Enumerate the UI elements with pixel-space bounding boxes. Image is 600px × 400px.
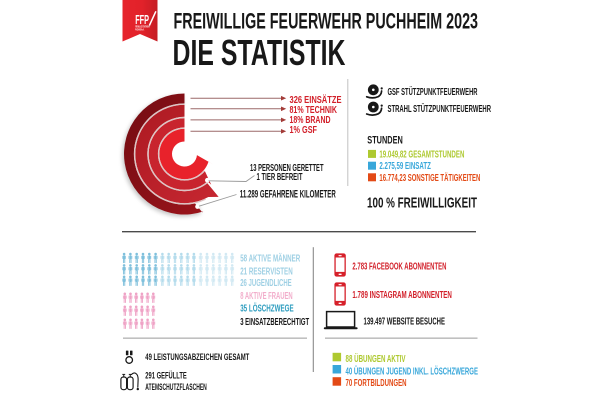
svg-text:PUCHHEIM e.V.: PUCHHEIM e.V. (135, 27, 144, 31)
svg-text:2.275,59 EINSATZ: 2.275,59 EINSATZ (379, 161, 431, 172)
svg-text:GSF STÜTZPUNKTFEUERWEHR: GSF STÜTZPUNKTFEUERWEHR (388, 85, 478, 98)
svg-text:ATEMSCHUTZFLASCHEN: ATEMSCHUTZFLASCHEN (145, 382, 207, 392)
svg-text:70 FORTBILDUNGEN: 70 FORTBILDUNGEN (346, 378, 407, 389)
svg-text:DIE STATISTIK: DIE STATISTIK (173, 32, 346, 73)
svg-text:13 PERSONEN GERETTET: 13 PERSONEN GERETTET (250, 163, 324, 174)
svg-text:40 ÜBUNGEN JUGEND INKL. LÖSCHZ: 40 ÜBUNGEN JUGEND INKL. LÖSCHZWERGE (346, 364, 479, 377)
svg-text:FFP: FFP (135, 12, 149, 27)
svg-text:81% TECHNIK: 81% TECHNIK (290, 105, 338, 116)
svg-text:100 % FREIWILLIGKEIT: 100 % FREIWILLIGKEIT (367, 196, 477, 212)
svg-text:2.783 FACEBOOK ABONNENTEN: 2.783 FACEBOOK ABONNENTEN (352, 262, 446, 273)
svg-text:35 LÖSCHZWEGE: 35 LÖSCHZWEGE (240, 302, 294, 315)
svg-text:STRAHL STÜTZPUNKTFEUERWEHR: STRAHL STÜTZPUNKTFEUERWEHR (388, 102, 492, 115)
svg-text:19.049,82 GESAMTSTUNDEN: 19.049,82 GESAMTSTUNDEN (379, 150, 464, 161)
svg-text:FREIWILLIGE FEUERWEHR PUCHHEIM: FREIWILLIGE FEUERWEHR PUCHHEIM 2023 (174, 8, 479, 33)
svg-text:21 RESERVISTEN: 21 RESERVISTEN (240, 267, 292, 278)
svg-text:11.289 GEFAHRENE KILOMETER: 11.289 GEFAHRENE KILOMETER (240, 189, 336, 201)
svg-text:26 JUGENDLICHE: 26 JUGENDLICHE (240, 278, 292, 289)
svg-text:139.497 WEBSITE BESUCHE: 139.497 WEBSITE BESUCHE (364, 317, 446, 328)
svg-text:1% GSF: 1% GSF (290, 125, 318, 136)
svg-text:FREIWILLIGE FEUERWEHR: FREIWILLIGE FEUERWEHR (135, 25, 150, 29)
svg-text:326 EINSÄTZE: 326 EINSÄTZE (290, 93, 342, 106)
svg-text:18% BRAND: 18% BRAND (290, 115, 331, 126)
svg-text:291 GEFÜLLTE: 291 GEFÜLLTE (145, 370, 187, 380)
svg-text:1.789 INSTAGRAM ABONNENTEN: 1.789 INSTAGRAM ABONNENTEN (352, 290, 452, 301)
svg-text:8 AKTIVE FRAUEN: 8 AKTIVE FRAUEN (240, 291, 292, 302)
svg-text:16.774,23 SONSTIGE TÄTIGKEITEN: 16.774,23 SONSTIGE TÄTIGKEITEN (379, 173, 480, 184)
svg-text:58 AKTIVE MÄNNER: 58 AKTIVE MÄNNER (240, 251, 300, 264)
svg-text:1 TIER BEFREIT: 1 TIER BEFREIT (257, 172, 303, 183)
svg-text:STUNDEN: STUNDEN (367, 135, 403, 147)
svg-text:3 EINSATZBERECHTIGT: 3 EINSATZBERECHTIGT (240, 317, 309, 328)
svg-text:88 ÜBUNGEN AKTIV: 88 ÜBUNGEN AKTIV (346, 352, 406, 365)
svg-text:49 LEISTUNGSABZEICHEN GESAMT: 49 LEISTUNGSABZEICHEN GESAMT (145, 352, 249, 362)
